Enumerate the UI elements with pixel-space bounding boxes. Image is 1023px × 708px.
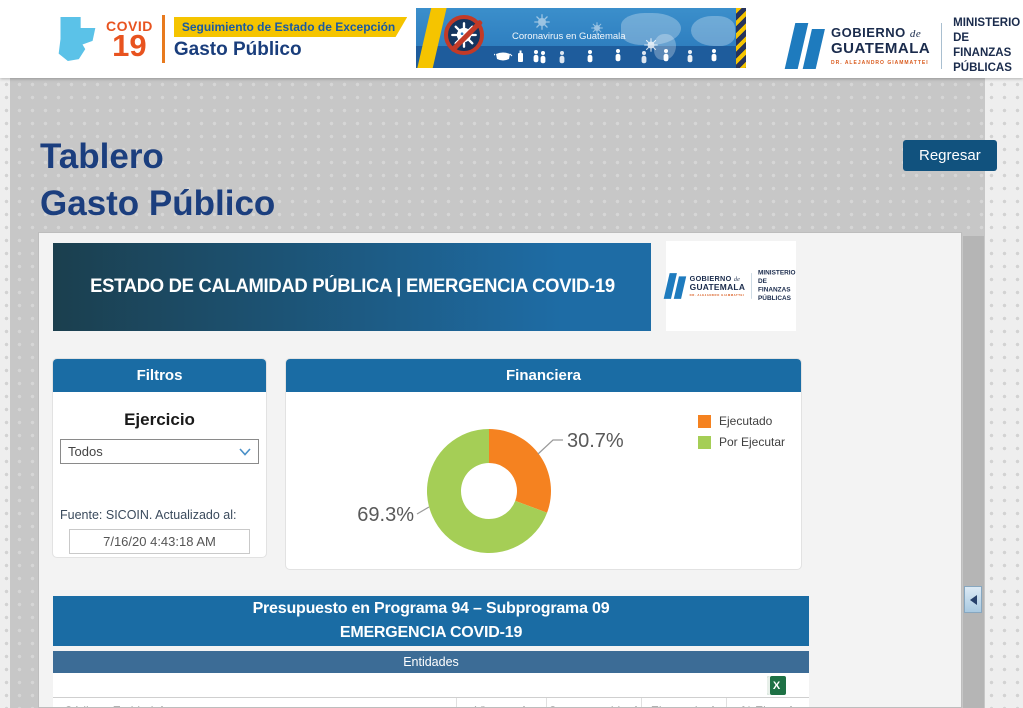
leader-line <box>537 439 563 455</box>
hazard-stripes <box>736 8 746 68</box>
health-icons-row <box>494 49 717 64</box>
title-line-2: Gasto Público <box>40 183 276 223</box>
column-header-vigente[interactable]: Vigente <box>456 698 546 707</box>
leader-line <box>416 506 430 515</box>
no-virus-icon <box>444 15 484 55</box>
guatemala-map-icon <box>58 17 96 61</box>
flag-bars-icon <box>784 22 827 69</box>
chart-legend: Ejecutado Por Ejecutar <box>697 414 785 456</box>
program-banner-line2: EMERGENCIA COVID-19 <box>339 624 523 641</box>
logo-divider <box>941 22 943 69</box>
page-title: Tablero Gasto Público <box>40 134 275 227</box>
top-header: COVID 19 Seguimiento de Estado de Excepc… <box>0 0 1023 78</box>
left-edge-strip <box>0 78 10 708</box>
guatemala-label: GUATEMALA <box>831 40 931 58</box>
column-header-comprometido[interactable]: Comprometido <box>546 698 641 707</box>
sort-icon <box>709 705 718 707</box>
side-scroll-strip[interactable] <box>963 236 984 708</box>
slice-label-por-ejecutar: 69.3% <box>357 504 414 526</box>
president-label: DR. ALEJANDRO GIAMMATTEI <box>831 59 929 66</box>
coronavirus-banner: Coronavirus en Guatemala <box>416 8 746 68</box>
ministry-text: MINISTERIO DE FINANZAS PÚBLICAS <box>953 17 1021 74</box>
virus-icon <box>644 38 658 52</box>
logo-divider <box>161 15 165 63</box>
title-line-1: Tablero <box>40 137 164 176</box>
calamity-banner: ESTADO DE CALAMIDAD PÚBLICA | EMERGENCIA… <box>53 243 651 331</box>
column-header-ejecutado[interactable]: Ejecutado <box>641 698 726 707</box>
column-header-pct-ejec[interactable]: % Ejec. <box>726 698 809 707</box>
donut-chart-area: 30.7% 69.3% Ejecutado Por Ejecutar <box>286 392 801 569</box>
legend-swatch-orange <box>697 414 711 428</box>
gasto-publico-label: Gasto Público <box>173 39 302 60</box>
gobierno-label: GOBIERNO <box>831 25 906 41</box>
ribbon-banner: Seguimiento de Estado de Excepción <box>173 17 408 37</box>
entities-table: X Código - Entidad Vigente Comprometido … <box>53 673 809 707</box>
financial-panel: Financiera 30.7% 69.3% Ejecutado <box>286 359 801 569</box>
logo-text-block: Seguimiento de Estado de Excepción Gasto… <box>173 17 408 61</box>
sort-icon <box>520 705 529 707</box>
entities-section-header: Entidades <box>53 651 809 673</box>
regresar-button[interactable]: Regresar <box>903 140 997 171</box>
covid-number: 19 <box>112 27 147 63</box>
dashboard-card: ESTADO DE CALAMIDAD PÚBLICA | EMERGENCIA… <box>38 232 962 708</box>
sort-icon <box>786 705 795 707</box>
chevron-left-icon <box>969 594 977 605</box>
sort-icon <box>631 705 640 707</box>
donut-slice-ejecutado[interactable] <box>489 429 551 513</box>
virus-icon <box>534 14 550 30</box>
excel-export-icon[interactable]: X <box>767 676 786 695</box>
donut-chart: 30.7% 69.3% <box>357 429 624 553</box>
virus-icon <box>591 22 603 34</box>
ejercicio-selected-value: Todos <box>68 444 103 459</box>
program-banner: Presupuesto en Programa 94 – Subprograma… <box>53 596 809 646</box>
ejercicio-dropdown[interactable]: Todos <box>60 439 259 464</box>
ejercicio-label: Ejercicio <box>124 410 195 429</box>
donut-slice-por-ejecutar[interactable] <box>426 429 548 553</box>
slice-label-ejecutado: 30.7% <box>567 430 624 452</box>
updated-timestamp: 7/16/20 4:43:18 AM <box>69 529 250 554</box>
government-logo: GOBIERNO de GUATEMALA DR. ALEJANDRO GIAM… <box>784 16 1023 76</box>
worldmap-shape <box>691 16 735 46</box>
covid-label: COVID <box>106 17 153 34</box>
banner-logo-box: GOBIERNO de GUATEMALA DR. ALEJANDRO GIAM… <box>663 241 796 331</box>
banner-caption: Coronavirus en Guatemala <box>512 31 626 42</box>
gobierno-text: GOBIERNO de GUATEMALA DR. ALEJANDRO GIAM… <box>831 25 931 66</box>
filters-panel: Filtros Ejercicio Todos Fuente: SICOIN. … <box>53 359 266 557</box>
chevron-down-icon <box>239 447 251 456</box>
right-edge-strip <box>985 78 1023 708</box>
worldmap-shape <box>654 34 676 60</box>
collapse-panel-button[interactable] <box>964 586 982 613</box>
legend-item-ejecutado: Ejecutado <box>697 414 785 428</box>
covid19-logo: COVID 19 Seguimiento de Estado de Excepc… <box>55 10 408 68</box>
program-banner-line1: Presupuesto en Programa 94 – Subprograma… <box>252 600 610 617</box>
covid-wordmark: COVID 19 <box>106 17 153 63</box>
de-label: de <box>909 28 922 41</box>
flag-bars-icon <box>663 273 687 299</box>
yellow-stripe <box>416 8 448 68</box>
financial-header: Financiera <box>286 359 801 392</box>
source-note: Fuente: SICOIN. Actualizado al: <box>60 508 237 522</box>
legend-swatch-green <box>697 435 711 449</box>
sort-icon <box>158 705 167 707</box>
table-header-row: Código - Entidad Vigente Comprometido Ej… <box>53 697 809 707</box>
filters-header: Filtros <box>53 359 266 392</box>
government-logo-small: GOBIERNO de GUATEMALA DR. ALEJANDRO GIAM… <box>663 269 796 302</box>
column-header-codigo-entidad[interactable]: Código - Entidad <box>53 698 456 707</box>
legend-item-por-ejecutar: Por Ejecutar <box>697 435 785 449</box>
